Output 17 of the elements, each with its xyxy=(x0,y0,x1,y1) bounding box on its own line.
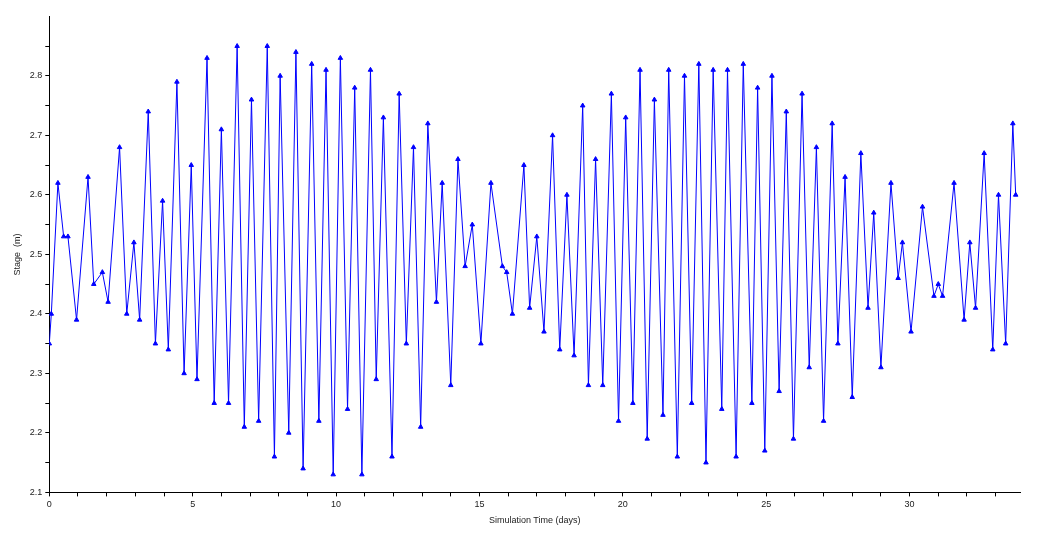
x-tick-label: 0 xyxy=(46,499,52,510)
x-tick-label: 30 xyxy=(904,499,915,510)
x-tick-label: 20 xyxy=(617,499,628,510)
y-tick-label: 2.8 xyxy=(29,70,43,81)
y-tick-label: 2.4 xyxy=(29,308,43,319)
y-tick-label: 2.2 xyxy=(29,427,43,438)
y-tick-label: 2.6 xyxy=(29,189,43,200)
x-axis-title: Simulation Time (days) xyxy=(488,515,581,526)
x-tick-label: 5 xyxy=(190,499,196,510)
x-tick-label: 25 xyxy=(761,499,772,510)
y-tick-label: 2.5 xyxy=(29,248,43,259)
y-tick-label: 2.7 xyxy=(29,129,43,140)
y-tick-label: 2.1 xyxy=(29,486,43,497)
y-tick-label: 2.3 xyxy=(29,367,43,378)
x-tick-label: 15 xyxy=(474,499,485,510)
y-axis-title: Stage (m) xyxy=(11,233,22,276)
x-tick-label: 10 xyxy=(331,499,342,510)
